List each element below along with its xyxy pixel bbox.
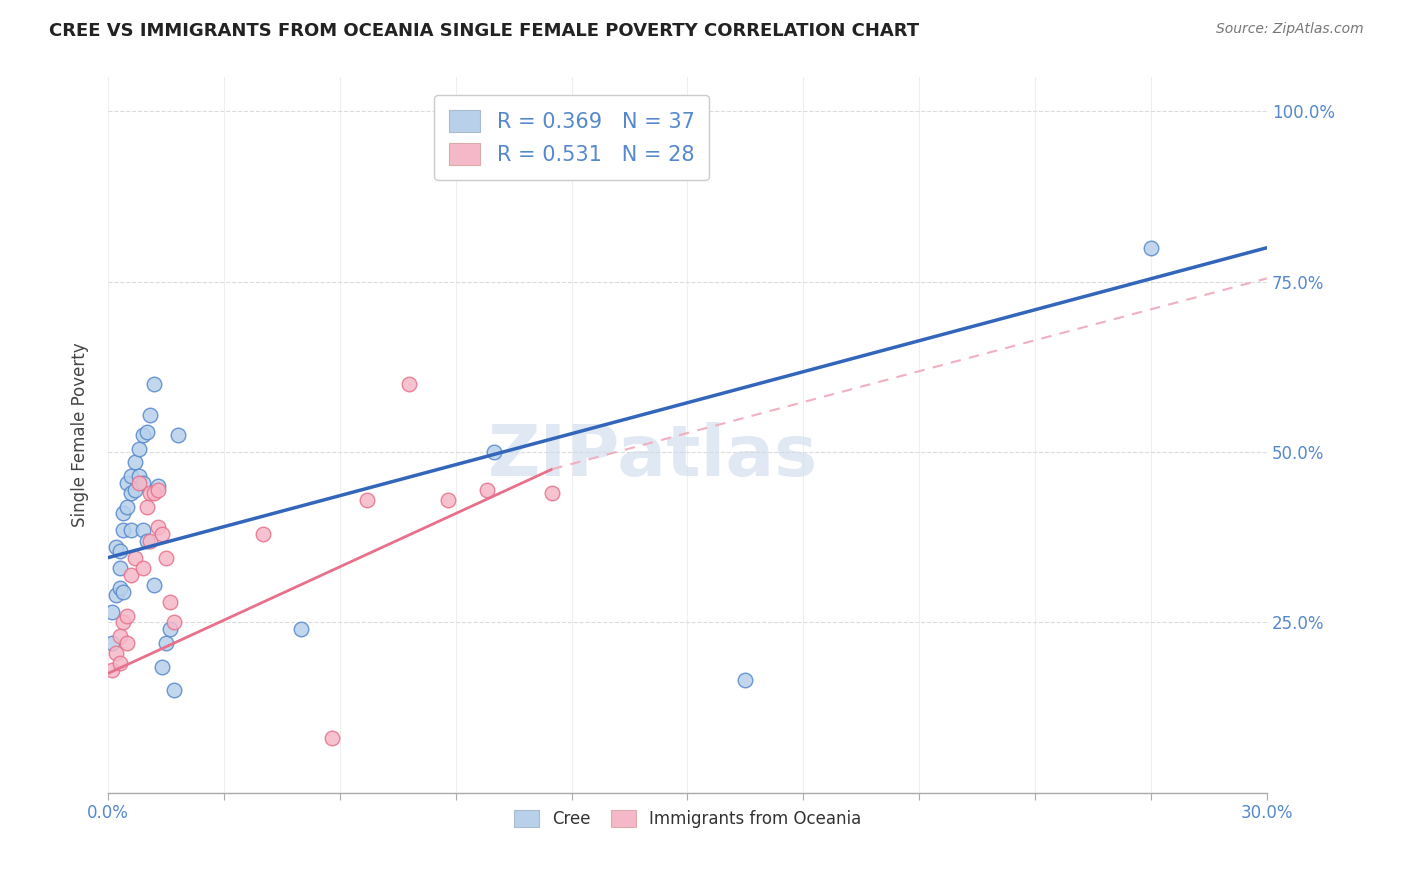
Point: [112, 524, 135, 538]
Point: [101, 605, 124, 619]
Legend: Cree, Immigrants from Oceania: Cree, Immigrants from Oceania: [508, 803, 868, 834]
Point: [148, 483, 170, 497]
Point: [104, 646, 127, 660]
Point: [159, 595, 181, 609]
Point: [101, 663, 124, 677]
Point: [290, 622, 312, 636]
Point: [132, 561, 155, 575]
Point: [108, 629, 131, 643]
Point: [112, 507, 135, 521]
Point: [112, 615, 135, 630]
Point: [135, 425, 157, 439]
Point: [120, 486, 142, 500]
Point: [484, 445, 506, 459]
Point: [112, 584, 135, 599]
Point: [128, 475, 150, 490]
Point: [437, 492, 460, 507]
Point: [120, 567, 142, 582]
Text: CREE VS IMMIGRANTS FROM OCEANIA SINGLE FEMALE POVERTY CORRELATION CHART: CREE VS IMMIGRANTS FROM OCEANIA SINGLE F…: [49, 22, 920, 40]
Point: [155, 550, 177, 565]
Point: [734, 673, 756, 688]
Text: ZIPatlas: ZIPatlas: [488, 422, 818, 491]
Point: [148, 520, 170, 534]
Point: [143, 486, 166, 500]
Point: [139, 486, 162, 500]
Point: [398, 376, 420, 391]
Point: [120, 469, 142, 483]
Point: [117, 636, 139, 650]
Point: [124, 483, 146, 497]
Point: [124, 455, 146, 469]
Point: [108, 561, 131, 575]
Y-axis label: Single Female Poverty: Single Female Poverty: [72, 343, 89, 527]
Point: [139, 408, 162, 422]
Point: [132, 428, 155, 442]
Point: [475, 483, 498, 497]
Point: [148, 479, 170, 493]
Point: [128, 469, 150, 483]
Point: [108, 657, 131, 671]
Point: [159, 622, 181, 636]
Point: [104, 541, 127, 555]
Point: [150, 526, 173, 541]
Point: [128, 442, 150, 456]
Point: [132, 475, 155, 490]
Point: [108, 544, 131, 558]
Point: [166, 428, 188, 442]
Point: [163, 683, 186, 698]
Point: [124, 550, 146, 565]
Point: [541, 486, 564, 500]
Point: [321, 731, 343, 746]
Point: [143, 578, 166, 592]
Point: [101, 636, 124, 650]
Point: [155, 636, 177, 650]
Point: [356, 492, 378, 507]
Point: [150, 659, 173, 673]
Point: [117, 608, 139, 623]
Point: [108, 582, 131, 596]
Point: [104, 588, 127, 602]
Point: [135, 500, 157, 514]
Point: [117, 475, 139, 490]
Point: [163, 615, 186, 630]
Point: [120, 524, 142, 538]
Point: [143, 376, 166, 391]
Point: [1140, 241, 1163, 255]
Point: [135, 533, 157, 548]
Text: Source: ZipAtlas.com: Source: ZipAtlas.com: [1216, 22, 1364, 37]
Point: [117, 500, 139, 514]
Point: [139, 533, 162, 548]
Point: [132, 524, 155, 538]
Point: [252, 526, 274, 541]
